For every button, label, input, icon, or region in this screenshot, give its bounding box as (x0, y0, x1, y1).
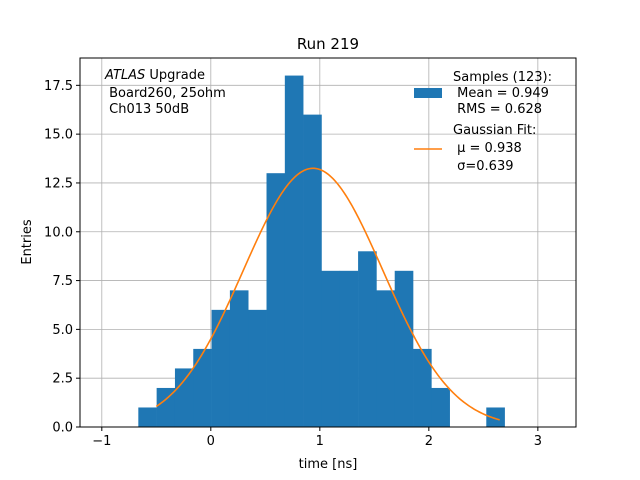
x-axis-label: time [ns] (299, 457, 358, 472)
gaussian-fit-curve (155, 167, 500, 421)
histogram-bar (156, 387, 176, 427)
x-tick-label: 3 (534, 434, 542, 449)
axis-ticks: −1 0 1 2 3 0.0 2.5 5.0 7.5 10.0 12.5 15.0 17.5 (44, 79, 542, 449)
y-tick-label: 2.5 (52, 372, 73, 387)
histogram-bar (193, 348, 212, 427)
x-tick-label: 0 (207, 434, 215, 449)
y-tick-label: 17.5 (44, 79, 73, 94)
histogram-bar (339, 270, 359, 427)
y-tick-label: 12.5 (44, 176, 73, 191)
histogram-bar (284, 75, 304, 428)
legend-samples-swatch (414, 88, 442, 98)
annotation-box: ATLAS Upgrade Board260, 25ohm Ch013 50dB (104, 68, 226, 117)
histogram-bar (413, 348, 432, 427)
histogram-bar (138, 407, 157, 427)
annotation-upgrade: Upgrade (145, 68, 205, 83)
legend-fit-line-3: σ=0.639 (453, 159, 513, 174)
histogram-bar (266, 173, 286, 427)
y-tick-label: 7.5 (52, 274, 73, 289)
annotation-atlas: ATLAS (104, 68, 145, 83)
y-tick-label: 0.0 (52, 421, 73, 436)
chart-title: Run 219 (297, 35, 359, 53)
histogram-bar (321, 270, 341, 427)
legend-fit-line-2: μ = 0.938 (453, 141, 522, 156)
y-axis-label: Entries (20, 219, 35, 265)
legend-samples-line-1: Samples (123): (453, 70, 552, 85)
histogram-bar (431, 387, 450, 427)
histogram-bar (229, 290, 249, 427)
legend-fit-line-1: Gaussian Fit: (453, 123, 536, 138)
x-tick-label: 1 (316, 434, 324, 449)
plot-frame (79, 57, 577, 428)
histogram-bar (174, 368, 194, 427)
histogram-bar (358, 251, 377, 427)
histogram-bar (248, 309, 267, 427)
y-tick-label: 15.0 (44, 128, 73, 143)
histogram-bar (376, 290, 396, 427)
gaussian-fit (155, 167, 500, 421)
annotation-line-3: Ch013 50dB (105, 102, 189, 117)
histogram-bar (211, 309, 231, 427)
histogram-bars (138, 75, 505, 428)
histogram-bar (486, 407, 505, 427)
histogram-bar (303, 114, 322, 427)
annotation-line-2: Board260, 25ohm (105, 86, 226, 101)
y-tick-label: 10.0 (44, 225, 73, 240)
annotation-line-1: ATLAS Upgrade (104, 68, 205, 83)
legend: Samples (123): Mean = 0.949 RMS = 0.628 … (414, 70, 552, 174)
legend-samples-line-3: RMS = 0.628 (453, 102, 542, 117)
histogram-bar (394, 270, 414, 427)
y-tick-label: 5.0 (52, 323, 73, 338)
x-tick-label: −1 (92, 434, 111, 449)
x-tick-label: 2 (425, 434, 433, 449)
legend-samples-line-2: Mean = 0.949 (453, 86, 549, 101)
